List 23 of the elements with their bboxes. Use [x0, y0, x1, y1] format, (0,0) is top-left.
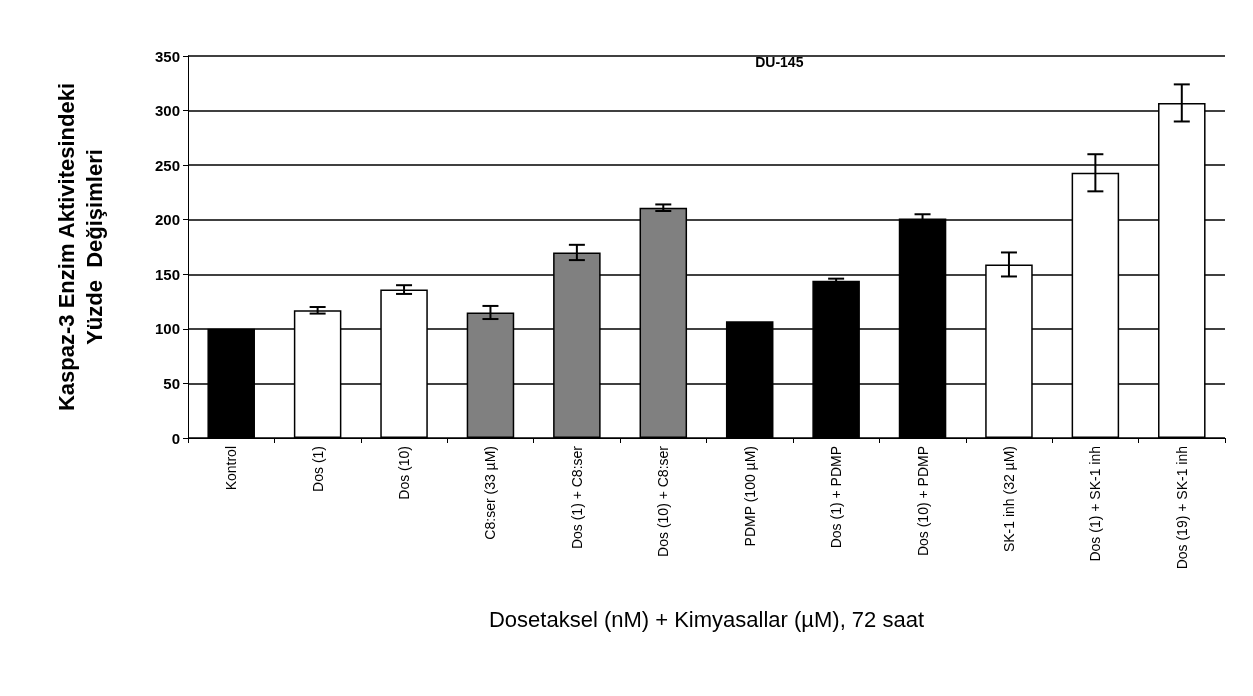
y-tick-label: 100	[154, 320, 180, 338]
x-tick-label: Dos (19) + SK-1 inh	[1173, 446, 1190, 570]
y-axis-title: Kaspaz-3 Enzim Aktivitesindeki Yüzde Değişimleri	[53, 82, 107, 412]
y-tick-label: 0	[171, 429, 180, 447]
x-tick-label: Dos (10) + PDMP	[914, 446, 931, 557]
x-tick-label: Dos (1) + SK-1 inh	[1087, 446, 1104, 562]
chart-title: DU-145	[755, 54, 804, 70]
x-tick-label: Dos (10)	[396, 446, 413, 500]
x-axis-title: Dosetaksel (nM) + Kimyasallar (µM), 72 saat	[488, 606, 925, 632]
x-tick-label: PDMP (100 µM)	[741, 446, 758, 547]
y-tick-label: 50	[163, 374, 180, 392]
y-tick-label: 250	[154, 156, 180, 174]
y-tick-label: 300	[154, 102, 180, 120]
x-tick-label: Dos (1) + PDMP	[828, 446, 845, 549]
x-tick-label: C8:ser (33 µM)	[482, 446, 499, 540]
y-tick-label: 150	[154, 265, 180, 283]
x-tick-label: Dos (1) + C8:ser	[568, 445, 585, 550]
y-tick-label: 350	[154, 47, 180, 65]
x-tick-label: Dos (1)	[309, 446, 326, 492]
y-tick-label: 200	[154, 211, 180, 229]
x-tick-label: SK-1 inh (32 µM)	[1000, 446, 1017, 553]
x-tick-label: Kontrol	[223, 446, 240, 491]
x-tick-label: Dos (10) + C8:ser	[655, 445, 672, 557]
